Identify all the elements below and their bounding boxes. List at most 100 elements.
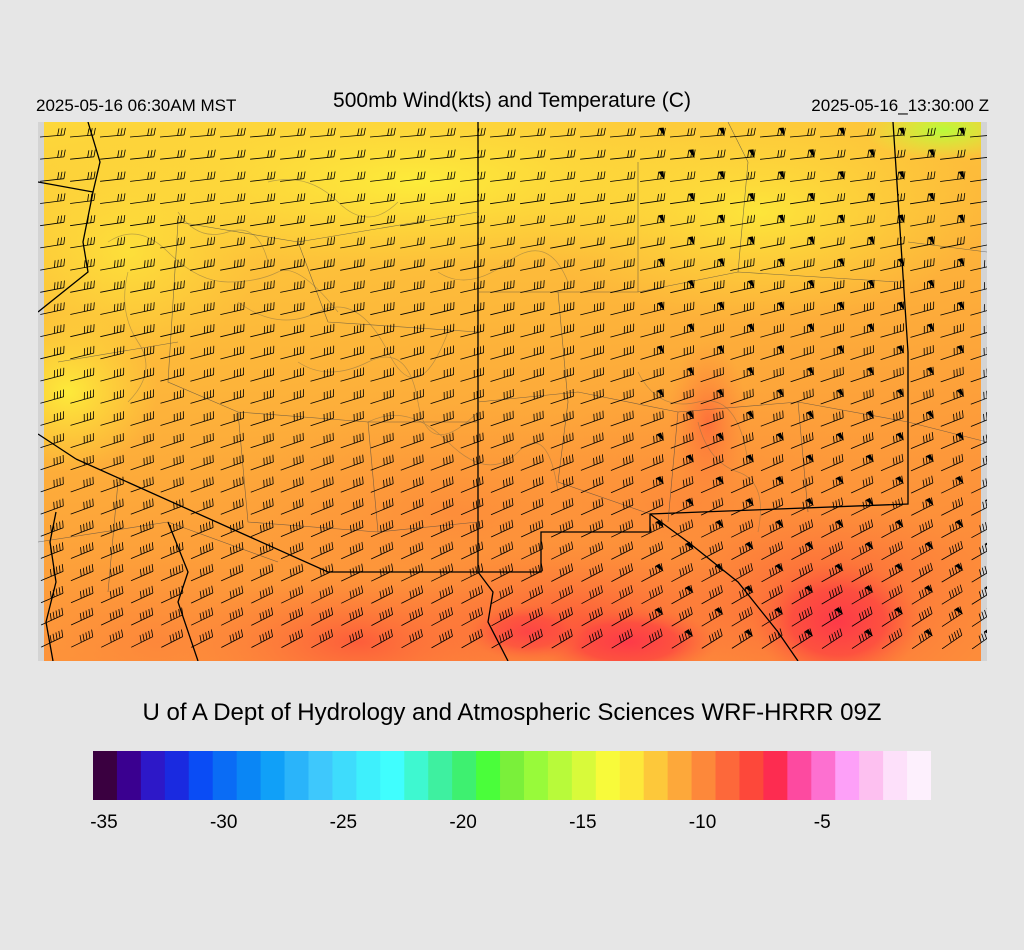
wind-barb-feather [693,214,696,223]
wind-barb-feather [117,128,120,136]
wind-barb [430,156,454,160]
wind-barb-feather [387,281,389,289]
wind-barb-feather [176,500,178,509]
wind-barb [670,243,694,249]
wind-barb-feather [600,128,603,136]
wind-barb-feather [716,434,718,443]
wind-barb-feather [259,613,262,621]
wind-barb [340,156,364,160]
wind-barb-feather [177,194,179,202]
wind-barb-feather [62,498,64,506]
wind-barb-feather [864,566,868,574]
wind-barb [460,461,484,471]
wind-barb-feather [295,588,298,596]
wind-barb [371,614,393,626]
wind-barb [250,221,274,227]
wind-barb-feather [570,258,572,267]
colorbar-swatch [140,751,166,800]
wind-barb-feather [480,149,483,158]
wind-barb-feather [472,523,475,532]
wind-barb [940,417,964,427]
wind-barb-feather [775,544,778,552]
wind-barb-feather [423,258,425,266]
wind-barb-feather [150,237,152,245]
wind-barb [310,287,334,293]
wind-barb-feather [753,171,756,179]
wind-barb-feather [957,542,961,550]
wind-barb [731,613,753,627]
wind-barb-feather [889,547,892,555]
wind-barb-feather [237,215,239,224]
wind-barb [970,397,987,405]
wind-barb-feather [211,520,214,528]
wind-barb-feather [632,432,634,440]
wind-barb-feather [203,304,206,312]
wind-barb-feather [506,434,508,443]
wind-barb-feather [628,477,631,485]
wind-barb-feather [387,608,391,616]
wind-barb-feather [299,499,301,507]
wind-barb-feather [499,525,502,533]
wind-barb-feather [387,215,389,224]
wind-barb-feather [181,607,184,615]
wind-barb-feather [176,522,178,530]
wind-barb-pennant [685,541,694,550]
wind-barb-pennant [804,629,814,637]
wind-barb-feather [207,237,209,246]
wind-barb-feather [210,280,212,289]
wind-barb-feather [207,172,210,180]
wind-barb-feather [325,588,328,596]
wind-barb-feather [679,591,682,599]
wind-barb [549,134,575,138]
wind-barb [851,504,873,516]
wind-barb [880,243,904,249]
wind-barb-feather [172,545,175,554]
wind-barb-feather [91,629,94,637]
wind-barb-feather [654,631,658,640]
wind-barb-feather [267,630,271,638]
wind-barb-feather [199,591,202,599]
wind-barb-feather [483,236,485,244]
wind-barb [580,330,604,338]
wind-barb [220,418,244,426]
wind-barb-feather [838,455,841,463]
wind-barb [280,548,304,560]
wind-barb-feather [359,499,361,507]
wind-barb-feather [804,566,808,574]
wind-barb-feather [152,476,154,485]
wind-barb [760,330,784,338]
wind-barb-feather [892,545,895,553]
wind-barb-feather [143,479,145,488]
wind-barb-pennant [897,214,905,224]
wind-barb-feather [986,412,987,420]
wind-barb-feather [505,566,508,574]
wind-barb [911,526,933,538]
wind-barb-pennant [746,410,755,420]
wind-barb-pennant [864,629,874,637]
wind-barb-feather [656,434,658,443]
wind-barb-feather [295,632,298,640]
wind-barb [551,570,573,582]
wind-barb-feather [956,390,958,399]
wind-barb [430,483,454,493]
wind-barb [971,507,987,516]
wind-barb-feather [477,630,480,638]
wind-barb-feather [83,479,85,488]
wind-barb-feather [113,523,115,532]
wind-barb-pennant [868,149,875,159]
wind-barb-feather [88,565,91,573]
wind-barb-feather [745,544,748,552]
wind-barb-feather [85,610,88,618]
wind-barb-feather [510,215,512,223]
wind-barb-feather [504,260,506,268]
wind-barb [460,417,484,427]
wind-barb-pennant [985,455,987,458]
wind-barb [100,418,124,426]
wind-barb-feather [865,478,868,486]
wind-barb-pennant [774,607,784,615]
wind-barb-feather [419,455,421,463]
wind-barb-feather [570,215,572,223]
wind-barb [909,134,935,138]
wind-barb-feather [867,608,870,616]
wind-barb-feather [79,591,82,599]
